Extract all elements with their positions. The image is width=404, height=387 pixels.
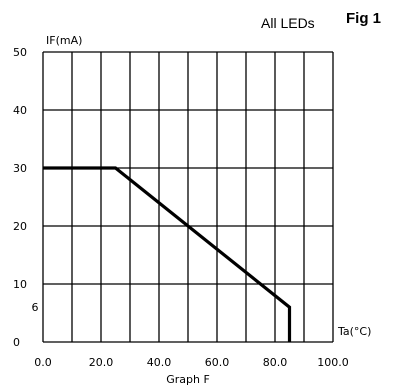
series-group: [43, 166, 292, 342]
y-tick-label: 50: [13, 46, 27, 59]
x-axis-label: Ta(°C): [337, 325, 371, 338]
x-tick-label: 20.0: [89, 356, 114, 369]
y-tick-label: 20: [13, 220, 27, 233]
x-tick-label: 40.0: [147, 356, 172, 369]
y-tick-label: 0: [13, 336, 20, 349]
x-tick-label: 0.0: [34, 356, 52, 369]
x-tick-label: 80.0: [263, 356, 288, 369]
chart-caption: Graph F: [166, 373, 210, 386]
x-tick-label: 60.0: [205, 356, 230, 369]
chart-subtitle: All LEDs: [261, 15, 315, 31]
y-axis-label: IF(mA): [46, 34, 82, 47]
y-extra-tick-label: 6: [32, 301, 39, 314]
y-tick-label: 10: [13, 278, 27, 291]
y-tick-label: 30: [13, 162, 27, 175]
tick-labels: 0.0 20.0 40.0 60.0 80.0 100.0 0 10 20 30 40 50 6: [13, 46, 349, 369]
grid: [42, 51, 334, 343]
y-tick-label: 40: [13, 104, 27, 117]
figure-label: Fig 1: [346, 10, 382, 27]
x-tick-label: 100.0: [317, 356, 349, 369]
series-line: [43, 166, 292, 342]
